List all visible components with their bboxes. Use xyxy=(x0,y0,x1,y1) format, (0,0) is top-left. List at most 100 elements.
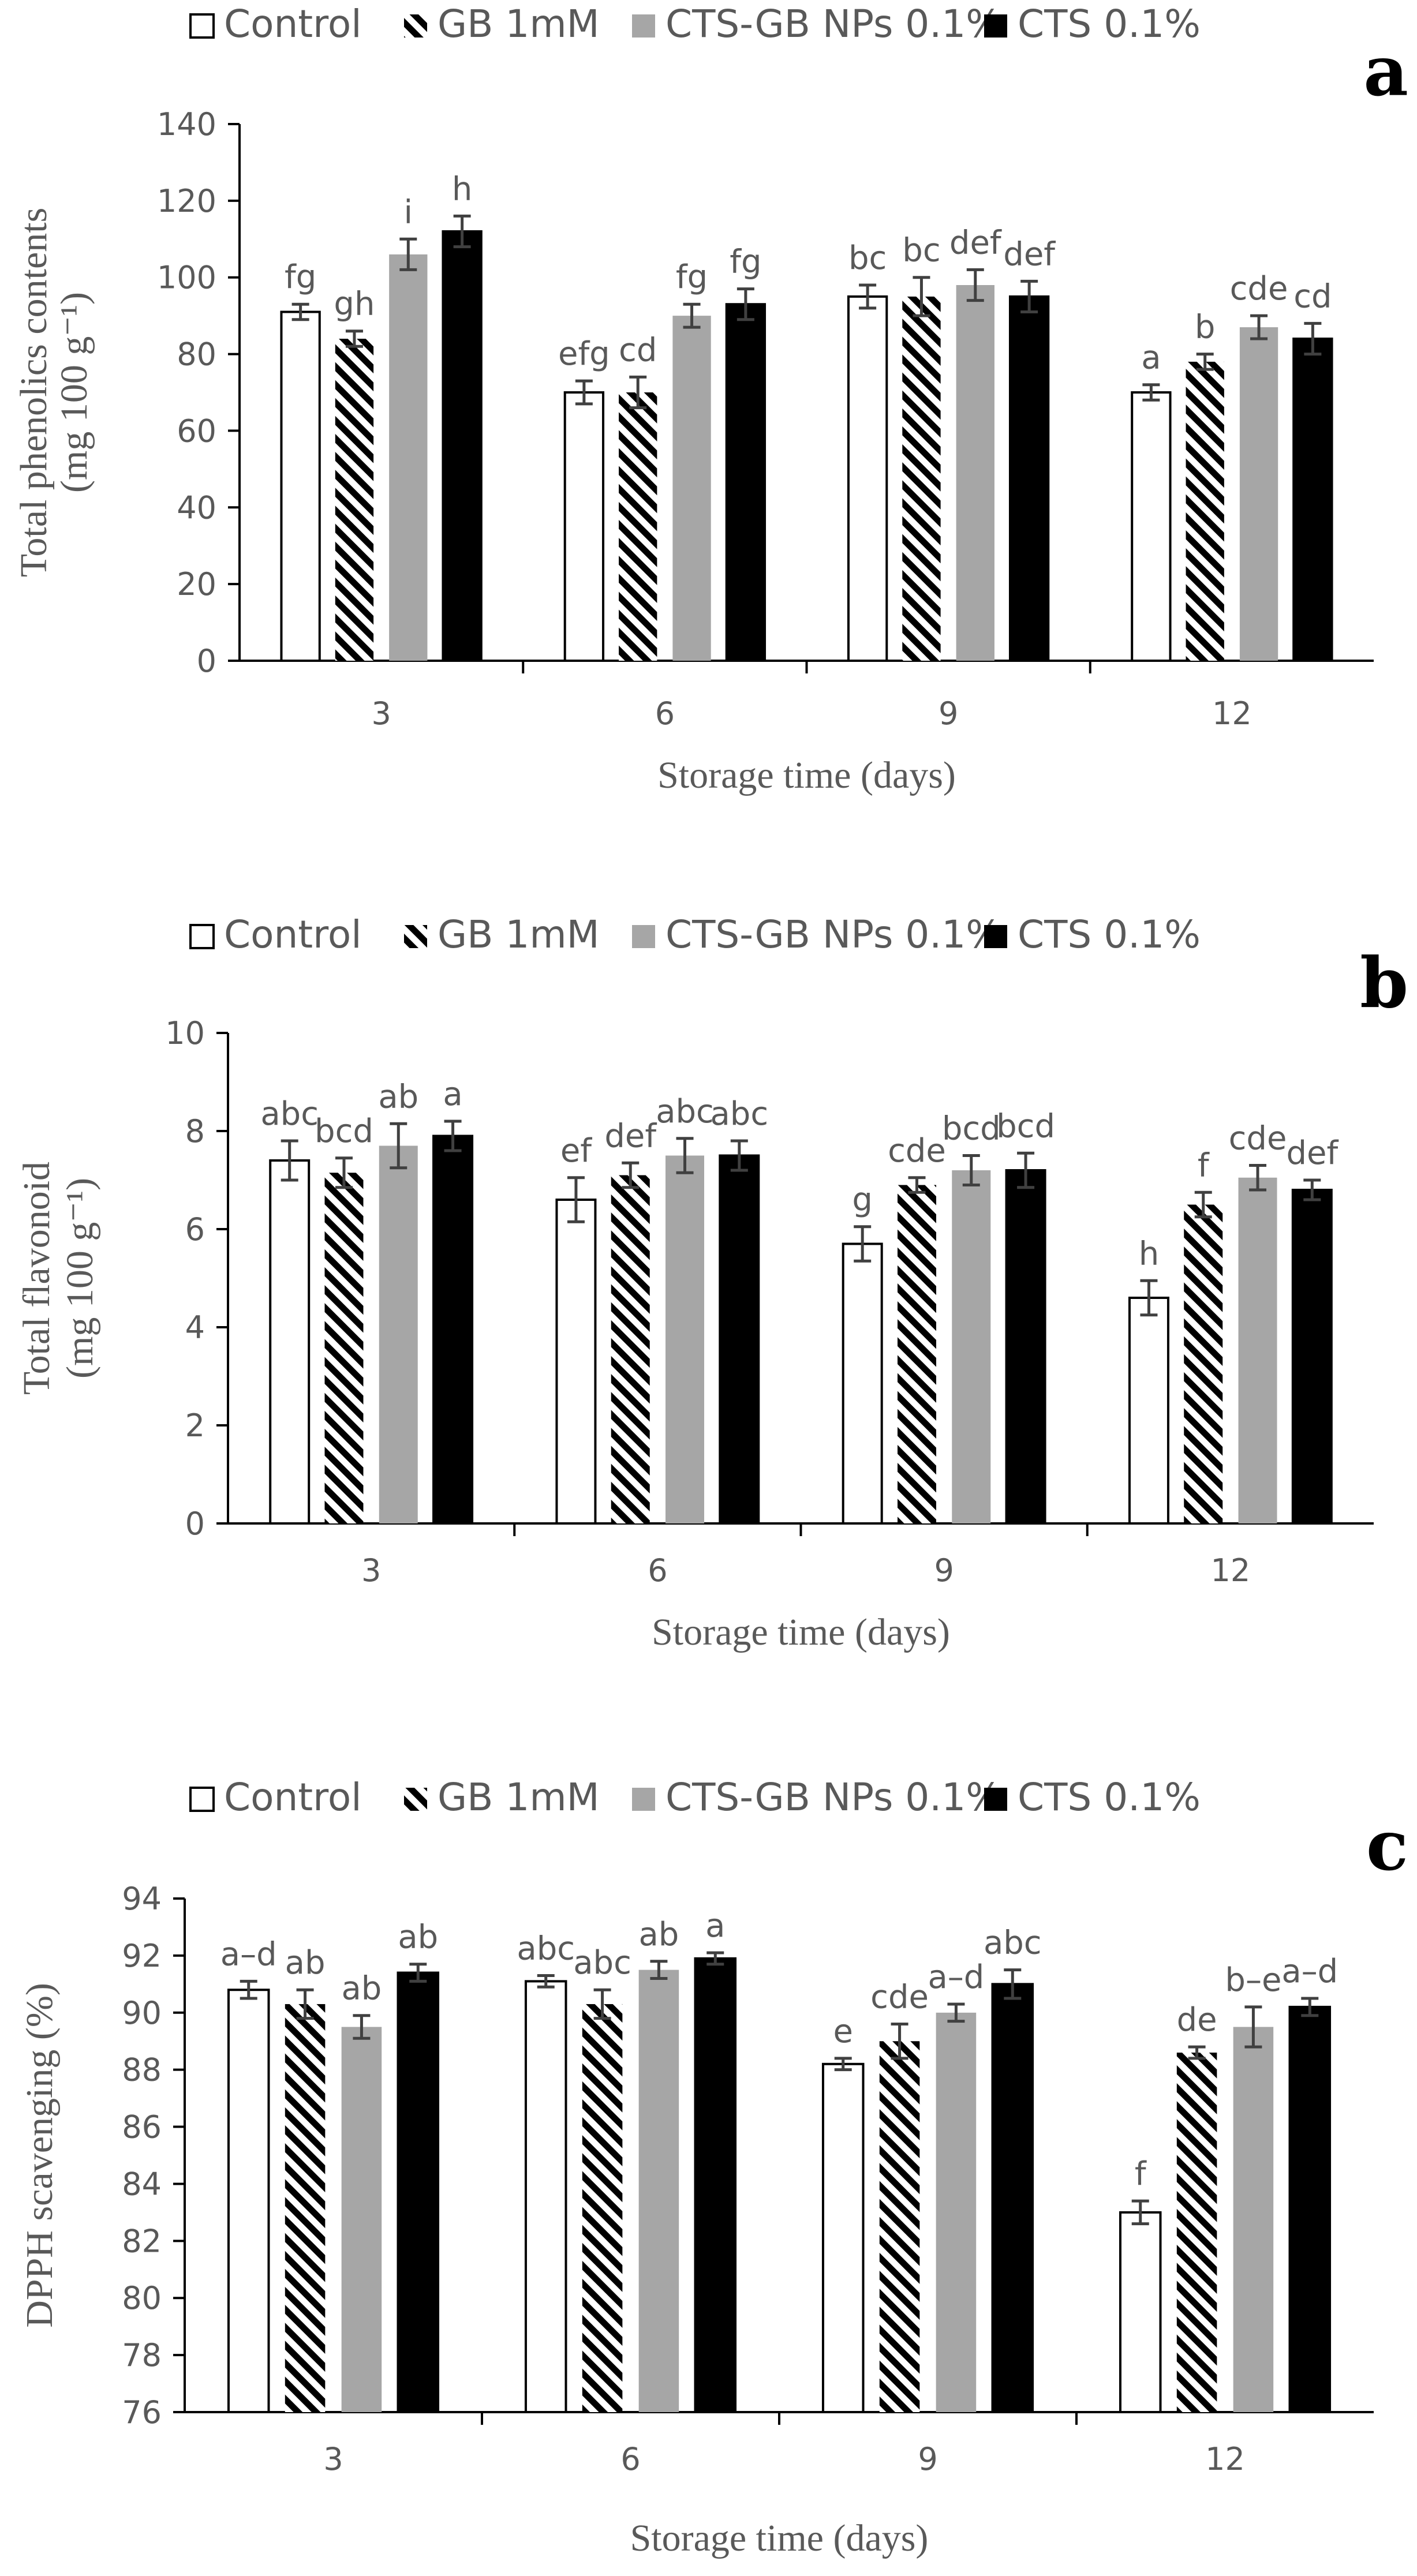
bar-cts-0-1- xyxy=(719,1154,760,1525)
significance-label: fg xyxy=(730,244,761,281)
significance-label: b xyxy=(1195,309,1216,346)
x-tick-label: 3 xyxy=(361,1552,381,1589)
chart-panel-c: Control GB 1mM CTS-GB NPs 0.1% CTS 0.1% c 76 7… xyxy=(18,1775,1408,2559)
bar-cts-gb-nps-0-1- xyxy=(952,1170,991,1523)
y-tick-label: 80 xyxy=(177,336,216,373)
legend-label-1: Control xyxy=(224,1775,362,1819)
bar-cts-gb-nps-0-1- xyxy=(638,1970,679,2412)
y-tick-label: 100 xyxy=(157,260,216,296)
bar-control xyxy=(269,1159,311,1525)
bar-cts-0-1- xyxy=(694,1957,737,2413)
significance-label: fg xyxy=(285,259,316,296)
significance-label: abc xyxy=(260,1095,319,1133)
y-tick-label: 0 xyxy=(197,643,216,679)
x-tick-label: 9 xyxy=(939,695,958,732)
bar-gb-1mm xyxy=(582,2004,623,2412)
significance-label: abc xyxy=(573,1944,631,1982)
significance-label: def xyxy=(1003,235,1056,273)
significance-label: bcd xyxy=(996,1107,1055,1145)
x-axis-title: Storage time (days) xyxy=(630,2517,929,2559)
significance-label: bc xyxy=(848,239,887,277)
legend-label-3: CTS-GB NPs 0.1% xyxy=(665,1775,1002,1819)
x-tick-label: 6 xyxy=(648,1552,667,1589)
x-tick-label: 12 xyxy=(1212,695,1252,732)
x-tick-label: 6 xyxy=(620,2441,640,2477)
significance-label: bc xyxy=(902,232,940,269)
y-tick-label: 80 xyxy=(122,2280,162,2316)
significance-label: a xyxy=(443,1076,462,1113)
x-tick-label: 3 xyxy=(371,695,391,732)
legend-label-3: CTS-GB NPs 0.1% xyxy=(665,912,1002,957)
significance-label: f xyxy=(1135,2155,1147,2193)
legend-swatch-4 xyxy=(984,1788,1007,1811)
legend-swatch-1 xyxy=(189,13,215,39)
significance-label: ab xyxy=(341,1970,382,2008)
y-tick-label: 2 xyxy=(185,1407,205,1444)
y-tick-label: 60 xyxy=(177,413,216,449)
y-tick-label: 10 xyxy=(165,1015,205,1051)
significance-label: b–e xyxy=(1225,1961,1281,1999)
bar-gb-1mm xyxy=(1186,361,1224,661)
bar-cts-0-1- xyxy=(397,1971,440,2414)
chart-panel-b: Control GB 1mM CTS-GB NPs 0.1% CTS 0.1% b 0 2 4… xyxy=(16,912,1408,1653)
legend: Control GB 1mM CTS-GB NPs 0.1% CTS 0.1% xyxy=(189,912,1201,957)
bar-cts-0-1- xyxy=(1291,1189,1333,1525)
bar-cts-gb-nps-0-1- xyxy=(936,2012,977,2412)
x-tick-label: 12 xyxy=(1211,1552,1251,1589)
y-axis-title: Total flavonoid xyxy=(16,1162,58,1395)
legend-swatch-3 xyxy=(632,925,655,948)
x-tick-label: 6 xyxy=(655,695,675,732)
significance-label: cde xyxy=(1230,270,1288,308)
y-tick-label: 140 xyxy=(157,106,216,143)
legend-label-2: GB 1mM xyxy=(438,2,600,46)
panel-letter: a xyxy=(1363,31,1408,112)
legend-swatch-4 xyxy=(984,925,1007,948)
legend-swatch-2 xyxy=(404,925,427,948)
bar-cts-gb-nps-0-1- xyxy=(665,1155,705,1523)
significance-label: i xyxy=(404,193,413,231)
bar-cts-gb-nps-0-1- xyxy=(672,316,711,661)
bar-control xyxy=(842,1242,883,1525)
significance-label: abc xyxy=(517,1930,575,1968)
bar-cts-gb-nps-0-1- xyxy=(389,254,428,661)
legend-swatch-3 xyxy=(632,1788,655,1811)
significance-label: gh xyxy=(334,286,375,323)
legend-label-2: GB 1mM xyxy=(438,912,600,957)
significance-label: cd xyxy=(1293,278,1332,315)
y-tick-label: 76 xyxy=(122,2394,162,2431)
bar-gb-1mm xyxy=(285,2004,326,2412)
significance-label: h xyxy=(1139,1235,1160,1272)
significance-label: def xyxy=(1286,1135,1339,1172)
bar-cts-gb-nps-0-1- xyxy=(1238,1177,1277,1523)
x-tick-label: 9 xyxy=(918,2441,937,2477)
legend-label-1: Control xyxy=(224,912,362,957)
panel-letter: b xyxy=(1360,942,1408,1024)
significance-label: abc xyxy=(656,1093,714,1130)
y-tick-label: 86 xyxy=(122,2109,162,2146)
y-axis-title-units: (mg 100 g⁻¹) xyxy=(59,1178,101,1379)
bar-cts-0-1- xyxy=(442,230,483,662)
x-axis-title: Storage time (days) xyxy=(657,754,956,796)
legend-swatch-1 xyxy=(189,1787,215,1812)
significance-label: cde xyxy=(888,1132,946,1170)
bar-cts-0-1- xyxy=(991,1983,1034,2413)
bar-cts-0-1- xyxy=(725,303,767,662)
bar-control xyxy=(847,295,888,662)
bar-control xyxy=(1131,391,1172,662)
bar-control xyxy=(563,391,605,662)
y-tick-label: 84 xyxy=(122,2166,162,2202)
significance-label: cd xyxy=(619,331,657,369)
bar-control xyxy=(821,2062,865,2414)
significance-label: ab xyxy=(638,1916,679,1953)
bar-cts-0-1- xyxy=(1288,2005,1332,2413)
significance-label: ef xyxy=(560,1132,592,1170)
legend: Control GB 1mM CTS-GB NPs 0.1% CTS 0.1% xyxy=(189,1775,1201,1819)
y-tick-label: 6 xyxy=(185,1211,205,1248)
significance-label: def xyxy=(604,1117,657,1155)
bar-gb-1mm xyxy=(335,339,374,661)
significance-label: a–d xyxy=(1281,1953,1338,1990)
significance-label: f xyxy=(1198,1147,1210,1184)
y-tick-label: 40 xyxy=(177,489,216,526)
bar-cts-0-1- xyxy=(1292,338,1333,662)
